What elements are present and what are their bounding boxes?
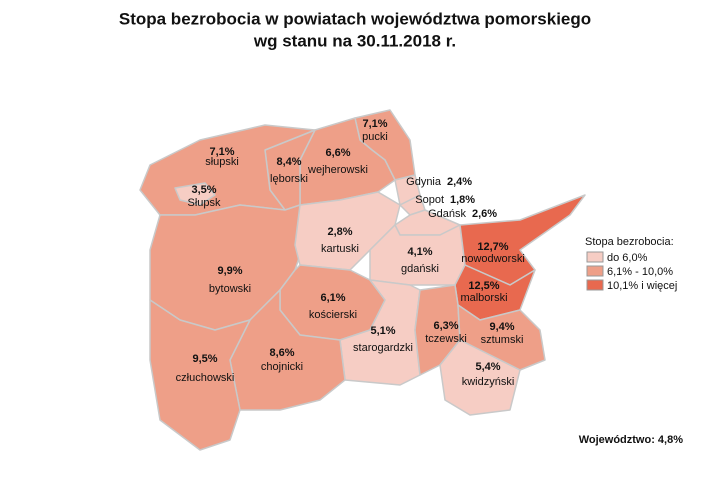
region-value: 2,6%	[472, 208, 497, 220]
region-name: starogardzki	[353, 342, 413, 354]
region-shape	[149, 299, 251, 451]
region-value: 4,1%	[407, 246, 432, 258]
region-name: pucki	[362, 131, 388, 143]
region-name: kartuski	[321, 243, 359, 255]
region-name: człuchowski	[176, 372, 235, 384]
region-value: 2,4%	[447, 176, 472, 188]
region-value: 12,5%	[468, 280, 499, 292]
legend-swatch	[586, 279, 604, 291]
region-value: 2,8%	[327, 226, 352, 238]
region-name: bytowski	[209, 283, 251, 295]
legend-label: do 6,0%	[607, 252, 648, 264]
region-value: 7,1%	[209, 146, 234, 158]
region-name: tczewski	[425, 333, 467, 345]
region-value: 8,4%	[276, 156, 301, 168]
title: Stopa bezrobocia w powiatach województwa…	[119, 9, 591, 28]
region-name: gdański	[401, 263, 439, 275]
region-value: 6,3%	[433, 320, 458, 332]
region-name: kościerski	[309, 309, 357, 321]
legend-swatch	[586, 251, 604, 263]
region-value: 9,9%	[217, 265, 242, 277]
region-value: 7,1%	[362, 118, 387, 130]
region-name: sztumski	[481, 334, 524, 346]
region-value: 5,4%	[475, 361, 500, 373]
footer: Województwo: 4,8%	[579, 434, 684, 446]
region-value: 8,6%	[269, 347, 294, 359]
region-name: Sopot	[415, 194, 444, 206]
region-shape	[339, 279, 421, 386]
region-value: 6,1%	[320, 292, 345, 304]
region-value: 6,6%	[325, 147, 350, 159]
region-shape	[439, 339, 521, 416]
region-name: malborski	[460, 292, 507, 304]
region-value: 5,1%	[370, 325, 395, 337]
region-name: Słupsk	[187, 197, 221, 209]
region-name: wejherowski	[307, 164, 368, 176]
legend-title: Stopa bezrobocia:	[585, 236, 674, 248]
legend-label: 6,1% - 10,0%	[607, 266, 673, 278]
region-name: chojnicki	[261, 361, 303, 373]
region-value: 12,7%	[477, 241, 508, 253]
region-value: 3,5%	[191, 184, 216, 196]
region-name: lęborski	[270, 173, 308, 185]
region-value: 9,4%	[489, 321, 514, 333]
region-value: 1,8%	[450, 194, 475, 206]
region-value: 9,5%	[192, 353, 217, 365]
subtitle: wg stanu na 30.11.2018 r.	[253, 31, 456, 50]
region-name: Gdańsk	[428, 208, 466, 220]
legend-label: 10,1% i więcej	[607, 280, 677, 292]
region-name: Gdynia	[406, 176, 442, 188]
region-shape	[174, 182, 216, 206]
region-name: nowodworski	[461, 253, 525, 265]
region-name: kwidzyński	[462, 376, 515, 388]
legend-swatch	[586, 265, 604, 277]
region-name: słupski	[205, 156, 239, 168]
